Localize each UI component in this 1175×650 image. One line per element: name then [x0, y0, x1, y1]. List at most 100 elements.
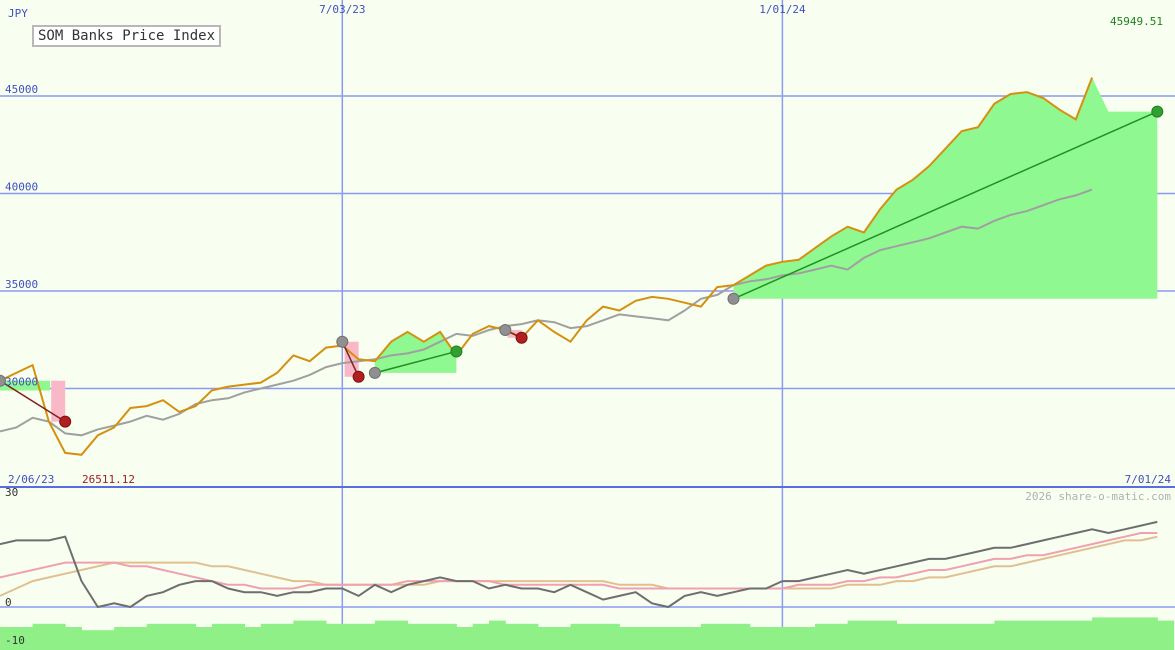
price-low-label: 26511.12	[82, 473, 135, 486]
volume-bar	[978, 623, 995, 650]
volume-bar	[326, 623, 343, 650]
volume-bar	[48, 623, 66, 650]
volume-bar	[1026, 620, 1044, 650]
volume-bar	[880, 620, 897, 650]
main-labels: 45000 40000 35000 30000 2/06/23 7/03/23 1/01/2…	[5, 3, 1171, 486]
x-date-label: 2/06/23	[8, 473, 54, 486]
sub-lines	[0, 520, 1175, 650]
volume-bar	[179, 623, 197, 650]
trade-line-0	[0, 380, 66, 423]
trade-gain-area-4	[733, 77, 1158, 299]
price-high-label: 45949.51	[1110, 15, 1163, 28]
y-tick-label: 35000	[5, 278, 38, 291]
trade-marks	[0, 105, 1164, 428]
volume-bar	[342, 623, 360, 650]
volume-bar	[733, 623, 751, 650]
volume-bar	[717, 623, 734, 650]
x-date-label: 1/01/24	[759, 3, 806, 16]
trade-line-2	[374, 350, 457, 374]
trade-line-4	[733, 110, 1158, 300]
volume-bar	[260, 623, 278, 650]
volume-bar	[537, 627, 555, 650]
volume-bar	[619, 627, 637, 650]
volume-bar	[1059, 620, 1077, 650]
x-date-label: 7/03/23	[319, 3, 365, 16]
volume-bar	[407, 623, 425, 650]
volume-bar	[97, 630, 115, 650]
volume-bar	[374, 620, 392, 650]
volume-bar	[293, 620, 311, 650]
volume-bar	[440, 623, 457, 650]
volume-bar	[65, 627, 82, 650]
volume-bar	[1124, 617, 1142, 650]
volume-bar	[228, 623, 245, 650]
volume-bar	[1141, 617, 1158, 650]
comparison-line	[0, 188, 1093, 437]
volume-bar	[163, 623, 180, 650]
chart-title: SOM Banks Price Index	[32, 25, 222, 47]
volume-bar	[635, 627, 653, 650]
volume-bar	[1092, 617, 1109, 650]
volume-bar	[603, 623, 620, 650]
volume-bar	[749, 627, 767, 650]
average-fast-line	[0, 532, 1158, 590]
volume-bar	[961, 623, 979, 650]
y-tick-label: 40000	[5, 181, 38, 194]
volume-bar	[782, 627, 800, 650]
volume-bar	[505, 623, 523, 650]
volume-bar	[798, 627, 816, 650]
sub-y-tick-label: -10	[5, 634, 25, 647]
volume-bar	[358, 623, 376, 650]
volume-bar	[472, 623, 490, 650]
volume-bar	[586, 623, 604, 650]
volume-bar	[16, 627, 34, 650]
volume-bar	[1157, 620, 1175, 650]
volume-bar	[1010, 620, 1028, 650]
volume-bar	[489, 620, 506, 650]
volume-bar	[146, 623, 164, 650]
trade-entry-marker	[727, 292, 740, 305]
sub-y-tick-label: 0	[5, 596, 12, 609]
y-axis-unit: JPY	[8, 7, 28, 20]
volume-bar	[994, 620, 1012, 650]
volume-bar	[766, 627, 783, 650]
volume-bar	[114, 627, 131, 650]
volume-bar	[570, 623, 588, 650]
volume-bar	[847, 620, 865, 650]
volume-bar	[896, 623, 914, 650]
volume-bar	[929, 623, 946, 650]
main-lines	[0, 77, 1094, 456]
volume-bar	[668, 627, 686, 650]
volume-bar	[912, 623, 930, 650]
y-tick-label: 30000	[5, 376, 38, 389]
volume-bar	[652, 627, 669, 650]
volume-bar	[1108, 617, 1126, 650]
volume-bar	[195, 627, 213, 650]
volume-bar	[277, 623, 294, 650]
volume-bar	[863, 620, 881, 650]
volume-bar	[309, 620, 327, 650]
volume-bar	[0, 627, 17, 650]
trade-exit-marker	[352, 370, 365, 383]
sub-labels: 30 0 -10	[5, 486, 25, 647]
volume-bar	[244, 627, 262, 650]
volume-bar	[1043, 620, 1060, 650]
momentum-line	[0, 520, 1158, 609]
volume-bar	[521, 623, 539, 650]
volume-bar	[211, 623, 229, 650]
volume-bar	[815, 623, 832, 650]
volume-bar	[130, 627, 148, 650]
average-slow-line	[0, 535, 1158, 597]
price-line	[0, 77, 1094, 456]
volume-bar	[32, 623, 50, 650]
trade-exit-marker	[450, 345, 463, 358]
x-date-label: 7/01/24	[1125, 473, 1172, 486]
volume-bar	[831, 623, 849, 650]
trade-entry-marker	[368, 366, 381, 379]
trade-entry-marker	[336, 335, 349, 348]
volume-bar	[456, 627, 474, 650]
trade-exit-marker	[59, 415, 72, 428]
